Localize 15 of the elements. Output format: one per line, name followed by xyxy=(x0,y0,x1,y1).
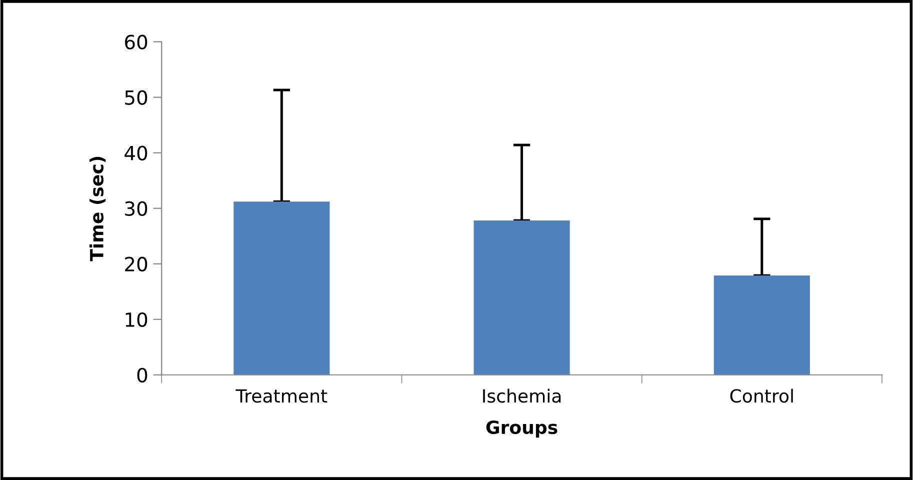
y-axis-title: Time (sec) xyxy=(90,156,106,262)
bar xyxy=(714,276,810,375)
y-tick-label: 20 xyxy=(125,256,148,272)
x-tick-label: Treatment xyxy=(236,389,328,403)
y-tick-label: 40 xyxy=(124,146,148,160)
bar xyxy=(474,220,570,375)
y-tick-label: 30 xyxy=(125,201,148,216)
x-tick-label: Ischemia xyxy=(483,388,561,403)
y-tick-label: 10 xyxy=(126,312,148,328)
bar xyxy=(234,202,330,375)
y-tick-label: 60 xyxy=(125,34,148,50)
x-tick-label: Control xyxy=(730,388,793,403)
x-axis-title: Groups xyxy=(486,420,558,438)
y-tick-label: 0 xyxy=(137,368,148,383)
y-tick-label: 50 xyxy=(125,90,148,105)
